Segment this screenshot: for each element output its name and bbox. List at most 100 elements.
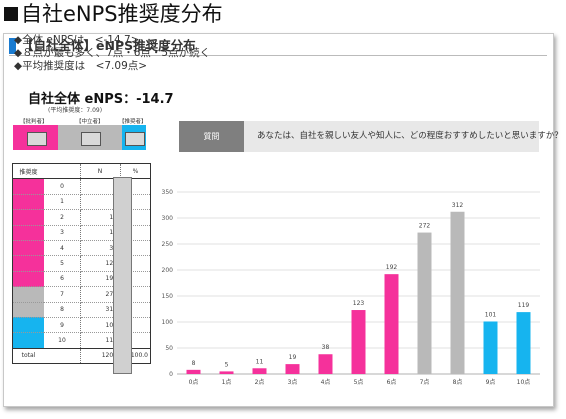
x-tick-label: 0点: [189, 378, 199, 386]
legend-swatch: [125, 131, 145, 146]
table-row: 9 101: [12, 317, 151, 334]
card-title-bar: 【自社全体】eNPS推奨度分布: [9, 37, 547, 56]
row-group-color: [12, 302, 44, 318]
passive-label: 【中立者】: [76, 119, 104, 125]
bar: [318, 354, 333, 374]
header-pct: %: [120, 162, 151, 180]
table-row: 6 192: [12, 271, 151, 288]
row-group-color: [12, 178, 44, 195]
row-score: 3: [44, 225, 81, 241]
enps-score: 自社全体 eNPS：-14.7: [28, 92, 174, 107]
row-group-color: [12, 209, 44, 226]
table-total-row: total 1200 100.0: [12, 347, 151, 365]
row-score: 0: [44, 178, 81, 195]
header-blank: [44, 162, 81, 180]
row-score: 7: [44, 286, 81, 303]
x-tick-label: 4点: [321, 378, 331, 386]
data-label: 192: [386, 264, 398, 271]
row-group-color: [12, 286, 44, 303]
page-heading-text: 自社eNPS推奨度分布: [21, 2, 223, 26]
bar: [252, 368, 267, 374]
promoter-legend-box: [122, 125, 146, 150]
summary-bullets: ◆全体 eNPSは <-14.7> ◆８点が最も多く、7点・6点・5点が続く ◆…: [14, 34, 210, 73]
table-row: 319: [12, 225, 151, 241]
row-score: 9: [44, 317, 81, 334]
header-score: 推奨度: [12, 162, 44, 180]
x-tick-label: 6点: [387, 378, 397, 386]
legend-swatch: [26, 131, 47, 146]
table-row: 7 272: [12, 286, 151, 303]
data-label: 38: [322, 344, 330, 351]
row-group-color: [12, 194, 44, 211]
bar: [483, 321, 498, 374]
x-tick-label: 5点: [354, 378, 364, 386]
bar: [219, 371, 234, 374]
bullet-3: ◆平均推奨度は <7.09点>: [14, 60, 148, 72]
bar: [186, 369, 201, 374]
table-row: 8 312: [12, 302, 151, 318]
bar: [450, 211, 465, 374]
average-score: (平均推奨度：7.09): [48, 107, 103, 114]
promoter-label: 【推奨者】: [119, 119, 147, 125]
y-tick-label: 250: [162, 241, 174, 248]
y-tick-label: 150: [162, 293, 174, 300]
bullet-1: ◆全体 eNPSは <-14.7>: [14, 34, 140, 46]
data-label: 123: [353, 300, 365, 307]
row-score: 2: [44, 209, 81, 226]
legend-swatch: [81, 131, 101, 146]
passive-legend-box: [58, 125, 122, 150]
row-score: 5: [44, 255, 81, 272]
y-tick-label: 350: [162, 189, 174, 196]
header-n: N: [80, 162, 121, 180]
data-label: 119: [518, 302, 530, 309]
bar: [384, 274, 399, 374]
y-tick-label: 100: [162, 319, 174, 326]
bar-chart: 0 50 100 150 200 250 300 350 0点 1点 2点 3点 4点 5点 6点 7点 8点…: [162, 189, 540, 386]
bar: [351, 310, 366, 374]
title-accent-bar: [9, 38, 16, 54]
row-score: 6: [44, 271, 81, 288]
data-label: 8: [192, 360, 196, 367]
total-label: total: [12, 347, 44, 365]
row-score: 1: [44, 194, 81, 211]
table-row: 211: [12, 209, 151, 226]
data-label: 312: [452, 202, 464, 209]
row-group-color: [12, 240, 44, 257]
data-label: 19: [289, 354, 297, 361]
x-tick-label: 8点: [453, 378, 463, 386]
y-tick-label: 200: [162, 267, 174, 274]
total-blank: [44, 347, 81, 365]
bullet-2: ◆８点が最も多く、7点・6点・5点が続く: [14, 47, 211, 59]
y-tick-label: 300: [162, 215, 174, 222]
bar: [417, 232, 432, 374]
data-label: 101: [485, 311, 497, 318]
row-group-color: [12, 225, 44, 241]
data-label: 272: [419, 223, 431, 230]
square-bullet-icon: [4, 7, 18, 21]
row-group-color: [12, 271, 44, 288]
table-header: 推奨度 N %: [12, 162, 151, 180]
table-row: 5 123: [12, 255, 151, 272]
x-tick-label: 7点: [420, 378, 430, 386]
row-group-color: [12, 255, 44, 272]
row-score: 4: [44, 240, 81, 257]
page-heading: 自社eNPS推奨度分布: [4, 2, 223, 26]
x-tick-label: 1点: [222, 378, 232, 386]
y-tick-label: 50: [165, 345, 173, 352]
data-label: 5: [225, 361, 229, 368]
question-text: あなたは、自社を親しい友人や知人に、どの程度おすすめしたいと思いますか？: [257, 131, 563, 141]
bar: [516, 312, 531, 374]
y-tick-label: 0: [169, 371, 173, 378]
row-group-color: [12, 317, 44, 334]
percent-column-bar: [113, 177, 132, 374]
x-tick-label: 3点: [288, 378, 298, 386]
row-score: 10: [44, 332, 81, 349]
row-score: 8: [44, 302, 81, 318]
detractor-legend-box: [13, 125, 58, 150]
row-group-color: [12, 332, 44, 349]
data-label: 11: [256, 358, 264, 365]
x-tick-label: 2点: [255, 378, 265, 386]
x-tick-label: 9点: [486, 378, 496, 386]
question-tag: 質問: [179, 121, 244, 152]
question-bar: 質問 あなたは、自社を親しい友人や知人に、どの程度おすすめしたいと思いますか？: [179, 121, 563, 152]
